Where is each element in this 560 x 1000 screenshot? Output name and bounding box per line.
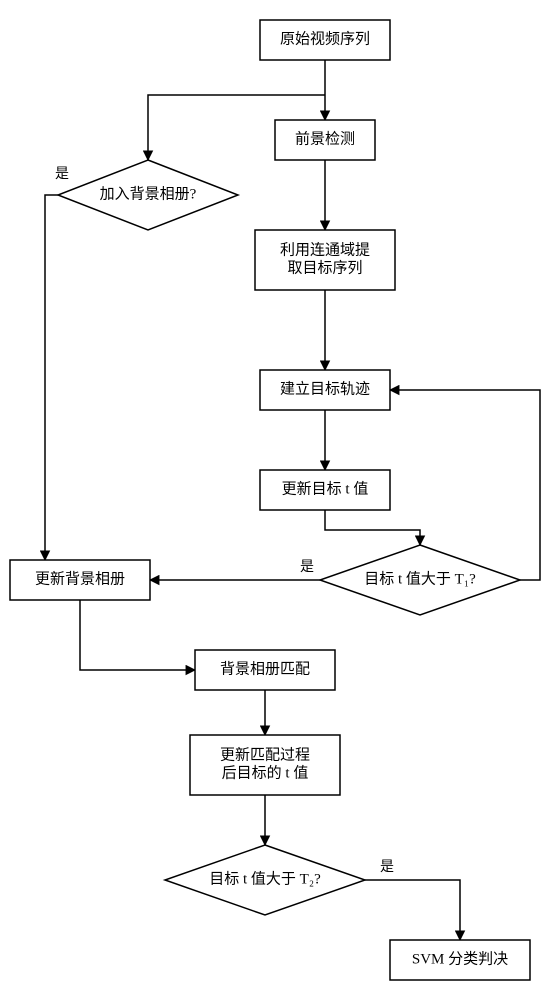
node-label: 更新目标 t 值: [282, 480, 369, 497]
edge: [80, 600, 195, 670]
edge-label: 是: [300, 560, 314, 575]
nodes-group: 原始视频序列前景检测加入背景相册? 利用连通域提取目标序列建立目标轨迹更新目标 t…: [10, 20, 530, 980]
node-label: 背景相册匹配: [220, 660, 310, 677]
node-label: 更新匹配过程: [220, 746, 310, 763]
node-n6: 更新背景相册: [10, 560, 150, 600]
node-d2: 目标 t 值大于 T₁?: [320, 545, 520, 615]
node-n9: SVM 分类判决: [390, 940, 530, 980]
node-label: 加入背景相册?: [100, 185, 197, 202]
node-n7: 背景相册匹配: [195, 650, 335, 690]
node-n4: 建立目标轨迹: [260, 370, 390, 410]
edge-label: 是: [55, 167, 69, 182]
flowchart-svg: 是是是原始视频序列前景检测加入背景相册?利用连通域提取目标序列建立目标轨迹更新目…: [0, 0, 560, 1000]
node-label: 利用连通域提: [280, 241, 370, 258]
edge-label: 是: [380, 860, 394, 875]
node-n8: 更新匹配过程后目标的 t 值: [190, 735, 340, 795]
node-label: 前景检测: [295, 130, 355, 147]
node-n3: 利用连通域提取目标序列: [255, 230, 395, 290]
edge: [45, 195, 58, 560]
node-label: 目标 t 值大于 T₁?: [364, 570, 476, 587]
node-n2: 前景检测: [275, 120, 375, 160]
node-label: SVM 分类判决: [412, 950, 508, 967]
node-d1: 加入背景相册?: [58, 160, 238, 230]
node-d3: 目标 t 值大于 T₂?: [165, 845, 365, 915]
node-n5: 更新目标 t 值: [260, 470, 390, 510]
node-label: 建立目标轨迹: [280, 380, 370, 397]
node-label: 取目标序列: [287, 259, 362, 276]
node-label: 原始视频序列: [280, 30, 370, 47]
node-n1: 原始视频序列: [260, 20, 390, 60]
node-label: 后目标的 t 值: [222, 764, 309, 781]
edge: [365, 880, 460, 940]
node-label: 目标 t 值大于 T₂?: [209, 870, 321, 887]
edge: [325, 510, 420, 545]
node-label: 更新背景相册: [35, 570, 125, 587]
